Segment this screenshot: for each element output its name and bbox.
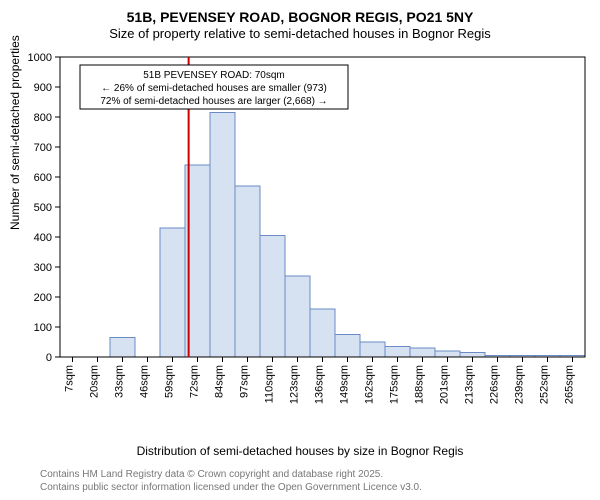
svg-text:51B PEVENSEY ROAD: 70sqm: 51B PEVENSEY ROAD: 70sqm	[143, 70, 285, 81]
svg-text:123sqm: 123sqm	[289, 365, 301, 404]
footer-line2: Contains public sector information licen…	[40, 481, 422, 494]
svg-text:213sqm: 213sqm	[464, 365, 476, 404]
svg-text:97sqm: 97sqm	[239, 365, 251, 398]
svg-text:0: 0	[46, 352, 52, 364]
svg-text:500: 500	[34, 202, 52, 214]
svg-text:162sqm: 162sqm	[364, 365, 376, 404]
svg-text:252sqm: 252sqm	[539, 365, 551, 404]
svg-text:265sqm: 265sqm	[564, 365, 576, 404]
svg-text:136sqm: 136sqm	[314, 365, 326, 404]
histogram-chart: 0 100 200 300 400 500 600 700 800 900 1000 7sqm 20sq…	[0, 47, 600, 427]
svg-text:600: 600	[34, 172, 52, 184]
chart-title: 51B, PEVENSEY ROAD, BOGNOR REGIS, PO21 5…	[0, 0, 600, 26]
svg-text:100: 100	[34, 322, 52, 334]
svg-text:149sqm: 149sqm	[339, 365, 351, 404]
svg-text:175sqm: 175sqm	[389, 365, 401, 404]
chart-subtitle: Size of property relative to semi-detach…	[0, 26, 600, 47]
svg-text:200: 200	[34, 292, 52, 304]
svg-text:700: 700	[34, 142, 52, 154]
svg-text:33sqm: 33sqm	[114, 365, 126, 398]
y-axis-label: Number of semi-detached properties	[8, 35, 22, 230]
svg-text:1000: 1000	[28, 52, 52, 64]
svg-text:239sqm: 239sqm	[514, 365, 526, 404]
svg-text:110sqm: 110sqm	[264, 365, 276, 403]
svg-text:800: 800	[34, 112, 52, 124]
svg-text:188sqm: 188sqm	[414, 365, 426, 404]
footer-line1: Contains HM Land Registry data © Crown c…	[40, 468, 422, 481]
svg-text:7sqm: 7sqm	[64, 365, 76, 392]
x-axis-label: Distribution of semi-detached houses by …	[0, 444, 600, 458]
svg-text:59sqm: 59sqm	[164, 365, 176, 398]
svg-text:400: 400	[34, 232, 52, 244]
svg-text:72% of semi-detached houses ar: 72% of semi-detached houses are larger (…	[100, 96, 327, 107]
svg-text:20sqm: 20sqm	[89, 365, 101, 398]
svg-text:84sqm: 84sqm	[214, 365, 226, 398]
svg-text:← 26% of semi-detached houses: ← 26% of semi-detached houses are smalle…	[101, 83, 327, 94]
svg-text:226sqm: 226sqm	[489, 365, 501, 404]
svg-text:46sqm: 46sqm	[139, 365, 151, 398]
footer-attribution: Contains HM Land Registry data © Crown c…	[40, 468, 422, 494]
svg-text:900: 900	[34, 82, 52, 94]
svg-text:72sqm: 72sqm	[189, 365, 201, 398]
svg-text:201sqm: 201sqm	[439, 365, 451, 404]
svg-text:300: 300	[34, 262, 52, 274]
